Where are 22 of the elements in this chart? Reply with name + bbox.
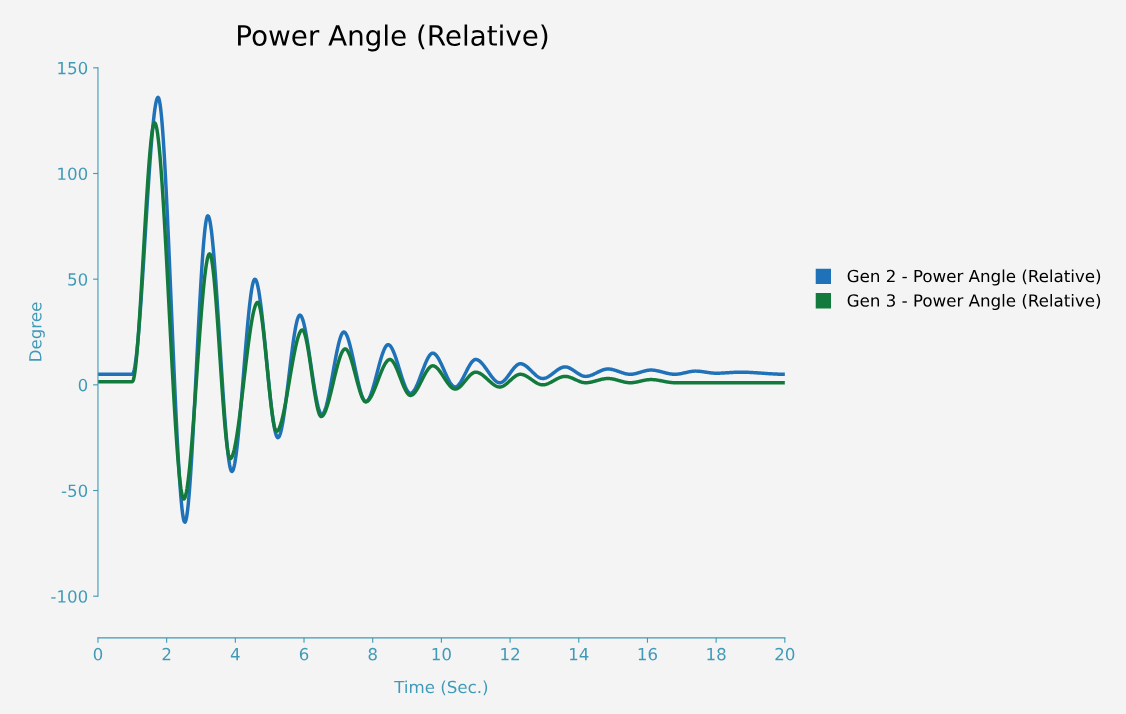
x-tick-label: 10 — [432, 647, 451, 661]
x-tick-label: 0 — [93, 647, 103, 661]
y-tick-label: -100 — [51, 590, 88, 603]
x-axis-title: Time (Sec.) — [394, 680, 488, 696]
legend-label: Gen 3 - Power Angle (Relative) — [847, 293, 1101, 311]
x-tick-label: 12 — [501, 647, 520, 661]
x-tick-label: 18 — [707, 647, 726, 661]
x-tick-label: 6 — [299, 647, 309, 661]
x-tick-label: 4 — [230, 648, 240, 661]
x-tick-label: 14 — [569, 648, 589, 661]
y-tick-label: -50 — [61, 484, 88, 498]
legend-label: Gen 2 - Power Angle (Relative) — [847, 269, 1101, 286]
x-tick-label: 20 — [775, 647, 795, 661]
x-tick-label: 16 — [638, 647, 657, 661]
y-tick-label: 150 — [58, 61, 88, 75]
x-tick-label: 8 — [368, 647, 377, 661]
y-tick-label: 50 — [68, 273, 88, 286]
y-tick-label: 100 — [58, 167, 88, 181]
x-tick-label: 2 — [162, 647, 171, 661]
chart-title: Power Angle (Relative) — [238, 24, 548, 52]
y-tick-label: 0 — [78, 378, 88, 392]
y-axis-title: Degree — [29, 302, 45, 361]
